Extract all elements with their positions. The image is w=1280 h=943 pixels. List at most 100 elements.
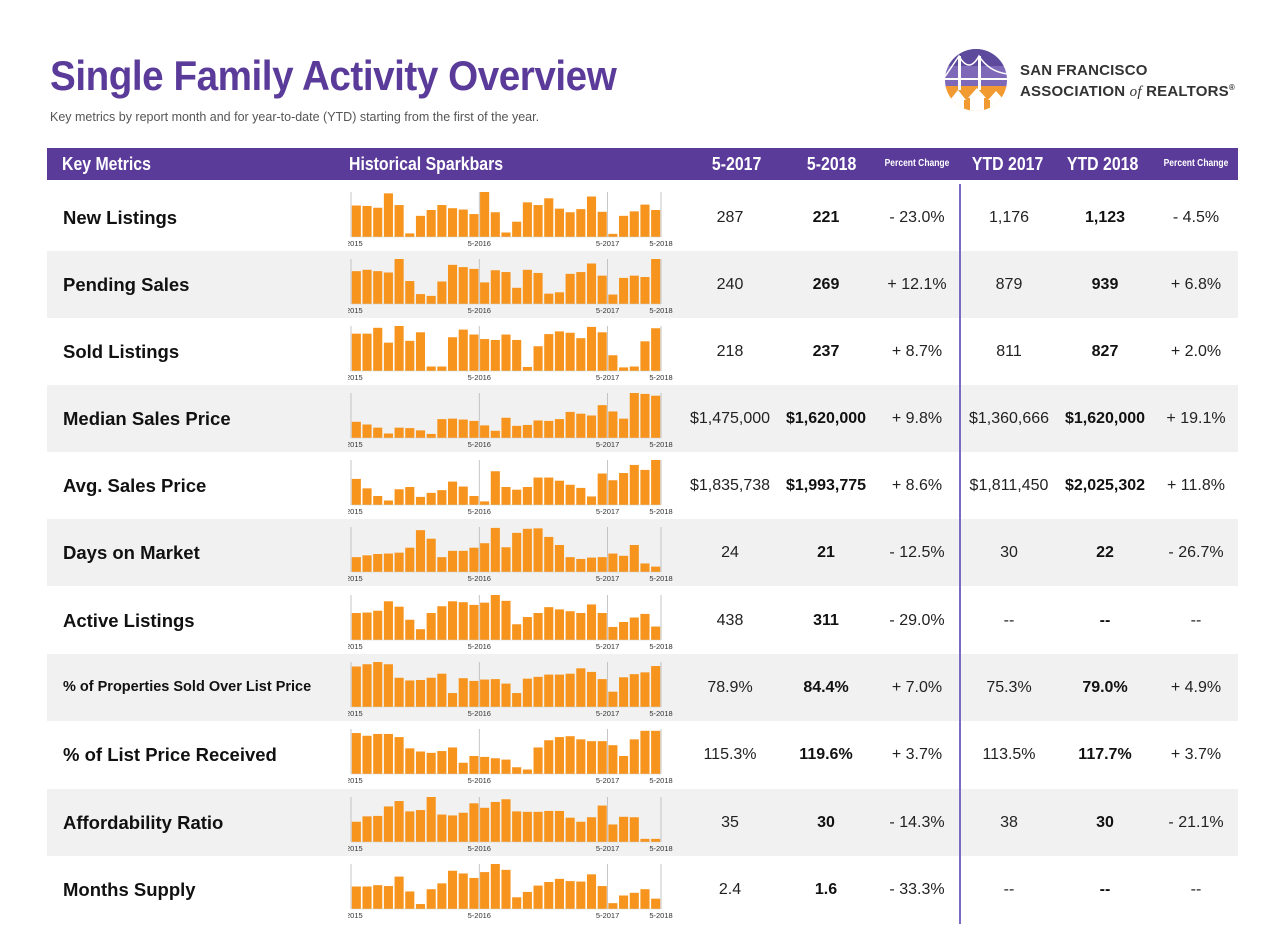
value-ytd-2017: $1,360,666 <box>968 410 1050 427</box>
sparkbar <box>608 553 618 572</box>
value-ytd-percent-change: - 4.5% <box>1172 209 1220 226</box>
sparkbar <box>608 626 618 640</box>
sparkbar <box>640 563 650 572</box>
sparkbar <box>458 762 468 774</box>
sparkbar <box>362 424 372 438</box>
sparkbar <box>426 433 436 438</box>
value-ytd-2017: 811 <box>996 343 1022 360</box>
value-5-2018: $1,993,775 <box>785 477 867 494</box>
sparkbar-chart: 5-2015 5-2016 5-2017 5-2018 <box>348 595 673 651</box>
sparkbar <box>362 333 372 371</box>
sparkbar <box>362 664 372 707</box>
sparkbar <box>565 881 575 909</box>
sparkbar <box>586 196 597 237</box>
sparkbar <box>362 612 372 640</box>
sparkbar <box>619 418 629 438</box>
sparkbar-chart: 5-2015 5-2016 5-2017 5-2018 <box>348 460 673 516</box>
sparkbar <box>544 810 554 842</box>
col-5-2017: 5-2017 <box>711 154 762 174</box>
sparkbar <box>512 624 522 640</box>
sparkbar <box>458 678 468 707</box>
sparkbar <box>437 883 447 909</box>
table-row: Active Listings 5-2015 5-2016 5-2017 5-2018… <box>47 587 1238 654</box>
sparkbar-date-label: 5-2017 <box>596 306 619 315</box>
logo-line1: SAN FRANCISCO <box>1020 62 1148 79</box>
sparkbar <box>597 805 607 842</box>
sparkbar <box>351 733 361 774</box>
sparkbar <box>383 733 393 774</box>
sparkbar <box>351 821 361 842</box>
sparkbar <box>394 737 404 774</box>
sparkbar <box>469 604 479 640</box>
sparkbar <box>383 664 393 707</box>
sparkbar <box>501 334 511 371</box>
value-5-2017: 35 <box>721 814 739 831</box>
sparkbar-date-label: 5-2015 <box>348 507 363 516</box>
value-ytd-percent-change: -- <box>1190 612 1202 629</box>
sparkbar <box>640 838 650 842</box>
sparkbar <box>373 327 383 371</box>
sparkbar <box>373 271 383 304</box>
sparkbar <box>651 838 661 842</box>
sparkbar <box>415 751 426 774</box>
value-ytd-2017: 1,176 <box>988 209 1030 226</box>
value-5-2018: 311 <box>813 612 839 629</box>
value-ytd-2017: 75.3% <box>986 679 1032 696</box>
sparkbar-date-label: 5-2018 <box>649 373 672 382</box>
sparkbar <box>362 269 372 304</box>
table-row: Pending Sales 5-2015 5-2016 5-2017 5-2018 2… <box>47 251 1238 318</box>
sparkbar <box>351 271 361 304</box>
value-5-2018: 221 <box>812 209 840 226</box>
value-5-2017: 2.4 <box>718 881 742 898</box>
value-ytd-percent-change: - 21.1% <box>1168 814 1224 831</box>
sparkbar <box>480 543 490 572</box>
sparkbar <box>544 198 554 237</box>
value-5-2017: 115.3% <box>703 746 757 763</box>
sparkbar <box>533 885 543 909</box>
sparkbar <box>608 233 618 237</box>
sparkbar <box>565 332 575 371</box>
value-5-2017: 240 <box>716 276 744 293</box>
sparkbar-chart: 5-2015 5-2016 5-2017 5-2018 <box>348 326 673 382</box>
value-5-2017: 287 <box>716 209 744 226</box>
sparkbar <box>629 817 639 842</box>
sparkbar <box>383 272 393 304</box>
sparkbar <box>554 674 564 707</box>
value-ytd-2018: 1,123 <box>1084 209 1126 226</box>
value-ytd-2018: -- <box>1099 612 1111 629</box>
sparkbar <box>415 215 426 237</box>
sparkbar <box>437 490 447 505</box>
value-percent-change: - 23.0% <box>889 209 945 226</box>
sparkbar <box>544 536 554 572</box>
sparkbar <box>576 209 586 237</box>
sparkbar <box>629 892 639 909</box>
sparkbar <box>597 679 607 707</box>
sparkbar-date-label: 5-2015 <box>348 709 363 718</box>
ytd-divider-line <box>959 184 961 924</box>
sparkbar <box>351 557 361 572</box>
sparkbar <box>522 269 532 304</box>
sparkbar <box>651 328 661 371</box>
sparkbar <box>619 816 629 842</box>
value-ytd-percent-change: - 26.7% <box>1168 544 1224 561</box>
sparkbar <box>651 626 661 640</box>
sparkbar <box>362 488 372 505</box>
sparkbar <box>608 745 618 774</box>
sparkbar <box>586 326 597 371</box>
sparkbar-date-label: 5-2016 <box>468 373 491 382</box>
sparkbar <box>458 550 468 572</box>
sparkbar <box>426 613 436 640</box>
sparkbar <box>576 881 586 909</box>
sparkbar-date-label: 5-2015 <box>348 911 363 920</box>
value-5-2018: 30 <box>817 814 835 831</box>
value-ytd-2018: 939 <box>1091 276 1119 293</box>
sparkbar-chart: 5-2015 5-2016 5-2017 5-2018 <box>348 259 673 315</box>
value-ytd-2018: 827 <box>1091 343 1119 360</box>
sparkbar-date-label: 5-2018 <box>649 642 672 651</box>
table-row: New Listings 5-2015 5-2016 5-2017 5-2018 28… <box>47 184 1238 251</box>
sparkbar-date-label: 5-2016 <box>468 239 491 248</box>
sparkbar <box>565 557 575 572</box>
value-ytd-percent-change: + 2.0% <box>1170 343 1222 360</box>
table-row: Months Supply 5-2015 5-2016 5-2017 5-2018 2… <box>47 856 1238 923</box>
col-percent-change: Percent Change <box>884 158 950 169</box>
